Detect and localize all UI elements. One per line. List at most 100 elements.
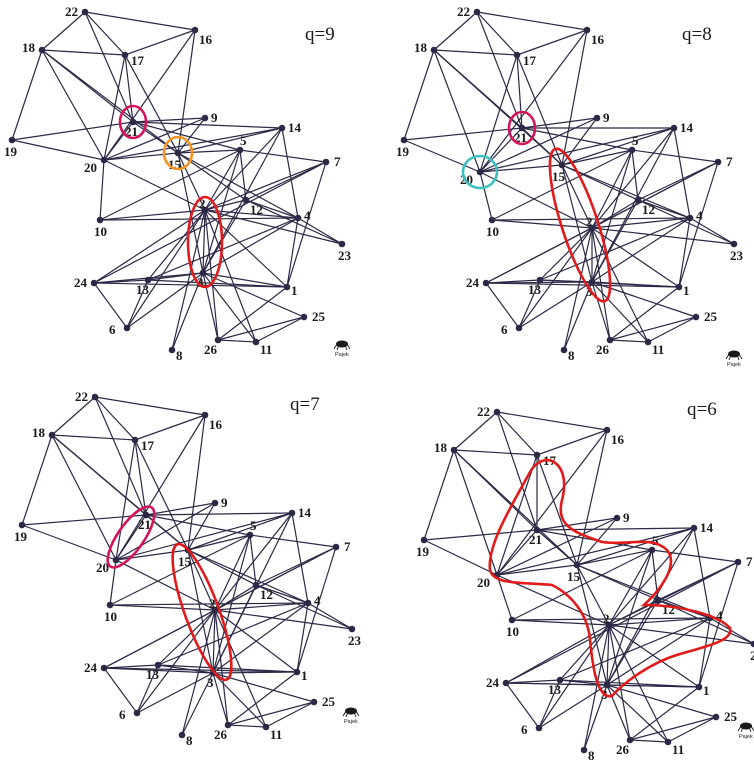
edge-21-15 <box>521 127 563 166</box>
pajek-logo: Pajek <box>737 722 754 740</box>
edge-5-7 <box>651 549 739 563</box>
edge-10-2 <box>511 619 610 626</box>
edge-20-15 <box>496 564 578 576</box>
node-7 <box>714 158 722 166</box>
node-label-9: 9 <box>623 510 630 525</box>
edge-15-14 <box>177 127 283 154</box>
edge-2-23 <box>214 609 353 630</box>
node-label-8: 8 <box>186 733 193 748</box>
edge-21-5 <box>145 514 251 536</box>
edge-13-6 <box>518 279 541 329</box>
edge-19-20 <box>423 539 498 576</box>
edge-15-4 <box>177 152 299 219</box>
edge-15-3 <box>187 549 214 674</box>
edge-22-17 <box>496 411 538 456</box>
node-4 <box>686 214 694 222</box>
node-label-15: 15 <box>178 554 192 569</box>
edge-3-26 <box>202 272 219 341</box>
q-label: q=8 <box>682 24 712 45</box>
node-label-16: 16 <box>199 32 213 47</box>
highlights <box>461 110 612 303</box>
edge-16-17 <box>124 29 196 56</box>
node-label-11: 11 <box>672 742 684 757</box>
edge-14-4 <box>281 127 299 219</box>
node-label-12: 12 <box>662 602 675 617</box>
edge-15-5 <box>561 149 633 166</box>
node-19 <box>420 536 428 544</box>
edge-24-1 <box>93 282 288 288</box>
edge-2-13 <box>157 609 216 666</box>
edge-3-6 <box>538 684 608 729</box>
nodes: 1234567891011121314151617181920212223242… <box>4 4 352 363</box>
cluster-highlight-17-21-20-15-2-3-5-12-4 <box>488 458 732 698</box>
edge-15-2 <box>177 152 206 211</box>
edge-15-9 <box>177 117 206 154</box>
edge-21-20 <box>479 127 523 173</box>
node-label-9: 9 <box>211 110 218 125</box>
edge-2-24 <box>103 609 216 669</box>
edge-2-8 <box>171 209 206 351</box>
edge-4-3 <box>212 602 309 674</box>
edge-19-21 <box>11 121 134 141</box>
edge-18-17 <box>453 449 538 456</box>
edge-20-10 <box>99 159 105 221</box>
edge-4-23 <box>307 602 353 630</box>
node-label-7: 7 <box>334 154 341 169</box>
edge-5-12 <box>249 534 257 586</box>
edge-2-6 <box>136 609 216 714</box>
edge-10-5 <box>99 149 241 221</box>
edge-20-14 <box>496 527 695 576</box>
edge-14-2 <box>214 512 293 611</box>
node-label-20: 20 <box>477 575 490 590</box>
edge-13-1 <box>559 679 700 688</box>
node-11 <box>252 338 260 346</box>
edge-22-17 <box>476 11 518 56</box>
edge-3-6 <box>136 672 214 714</box>
node-1 <box>675 283 683 291</box>
edge-5-7 <box>631 149 719 163</box>
node-2 <box>201 206 209 214</box>
node-13 <box>536 276 544 284</box>
edge-22-21 <box>496 411 538 531</box>
node-16 <box>583 26 591 34</box>
node-16 <box>201 411 209 419</box>
edge-15-2 <box>576 564 610 626</box>
node-12 <box>242 196 250 204</box>
edge-21-14 <box>132 121 283 129</box>
node-label-11: 11 <box>260 342 272 357</box>
spider-icon <box>725 350 743 361</box>
cluster-highlight-15 <box>162 135 194 171</box>
panel-q9: 1234567891011121314151617181920212223242… <box>4 4 352 363</box>
node-label-26: 26 <box>204 342 218 357</box>
edge-14-3 <box>606 527 695 686</box>
edge-18-15 <box>453 449 578 566</box>
node-20 <box>100 156 108 164</box>
node-21 <box>518 124 526 132</box>
edge-19-20 <box>403 139 481 173</box>
node-20 <box>112 556 120 564</box>
node-24 <box>90 279 98 287</box>
edge-3-26 <box>212 672 229 726</box>
highlights <box>106 505 233 682</box>
edge-22-16 <box>496 411 608 431</box>
edge-10-5 <box>491 149 633 221</box>
edge-17-15 <box>134 439 189 551</box>
edge-20-9 <box>496 517 618 576</box>
node-8 <box>168 346 176 354</box>
node-25 <box>712 713 720 721</box>
edge-26-11 <box>217 339 257 343</box>
edge-17-21 <box>516 54 523 129</box>
edge-22-16 <box>94 396 206 416</box>
node-label-5: 5 <box>240 133 247 148</box>
node-10 <box>106 601 114 609</box>
q-label: q=9 <box>305 24 335 45</box>
edge-15-3 <box>561 164 593 283</box>
edge-5-7 <box>249 534 337 548</box>
node-label-1: 1 <box>683 283 690 298</box>
cluster-highlight-20 <box>461 154 499 190</box>
node-label-9: 9 <box>603 110 610 125</box>
node-26 <box>626 736 634 744</box>
node-label-17: 17 <box>131 53 145 68</box>
node-label-6: 6 <box>501 322 508 337</box>
node-label-2: 2 <box>603 611 610 626</box>
